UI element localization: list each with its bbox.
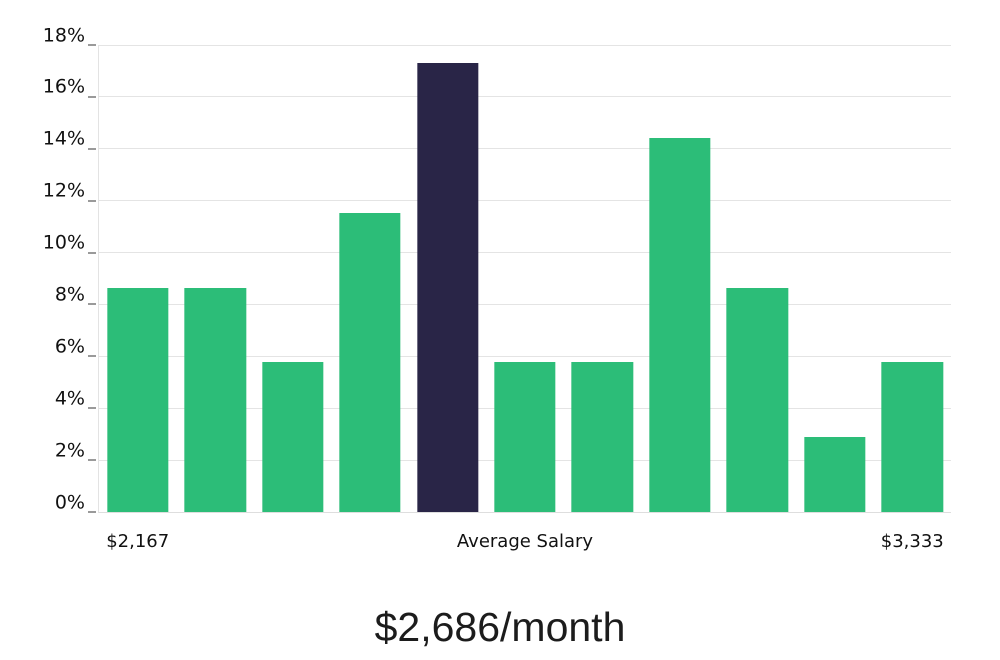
histogram-bar-highlighted (416, 62, 479, 512)
histogram-bar (649, 137, 711, 512)
y-axis-tick (88, 147, 96, 150)
y-tick-label: 2% (54, 439, 85, 462)
x-tick-label: $2,167 (106, 531, 170, 552)
y-tick-label: 0% (54, 491, 85, 513)
gridline (99, 303, 951, 305)
y-tick-label: 18% (42, 24, 85, 46)
gridline (99, 148, 951, 150)
y-axis-tick (88, 459, 96, 462)
histogram-bar (261, 362, 324, 512)
gridline (99, 96, 951, 98)
histogram-bar (571, 362, 634, 512)
gridline (99, 252, 951, 254)
plot-area: 0% 2% 4% 6% 8% 10% 12% 14% 16% 18% $2,167 Average S… (43, 26, 951, 552)
y-tick-label: 14% (42, 127, 85, 150)
gridline (99, 44, 951, 46)
gridline (99, 355, 951, 357)
histogram-bar (107, 287, 169, 512)
x-tick-label: Average Salary (456, 531, 594, 552)
histogram-bar (726, 287, 789, 512)
y-tick-label: 12% (42, 179, 85, 202)
histogram-bar (184, 287, 246, 512)
y-axis-tick (88, 407, 96, 410)
y-axis-tick (88, 251, 96, 254)
average-salary-title: $2,686/month (374, 604, 626, 650)
y-tick-label: 10% (42, 231, 85, 254)
y-tick-label: 8% (54, 283, 85, 306)
y-tick-label: 4% (54, 387, 85, 410)
y-tick-label: 6% (54, 335, 85, 358)
y-axis-tick (88, 199, 96, 202)
y-axis-tick (88, 44, 96, 46)
histogram-bar (494, 362, 556, 512)
histogram-bar (881, 362, 943, 512)
y-axis-tick (88, 355, 96, 358)
x-tick-label: $3,333 (880, 531, 944, 552)
histogram-bar (339, 212, 401, 512)
y-axis-tick (88, 95, 96, 98)
y-axis-tick (88, 511, 96, 513)
gridline (99, 200, 951, 202)
y-tick-label: 16% (42, 75, 85, 98)
histogram-bar (804, 437, 866, 512)
y-axis-tick (88, 303, 96, 306)
